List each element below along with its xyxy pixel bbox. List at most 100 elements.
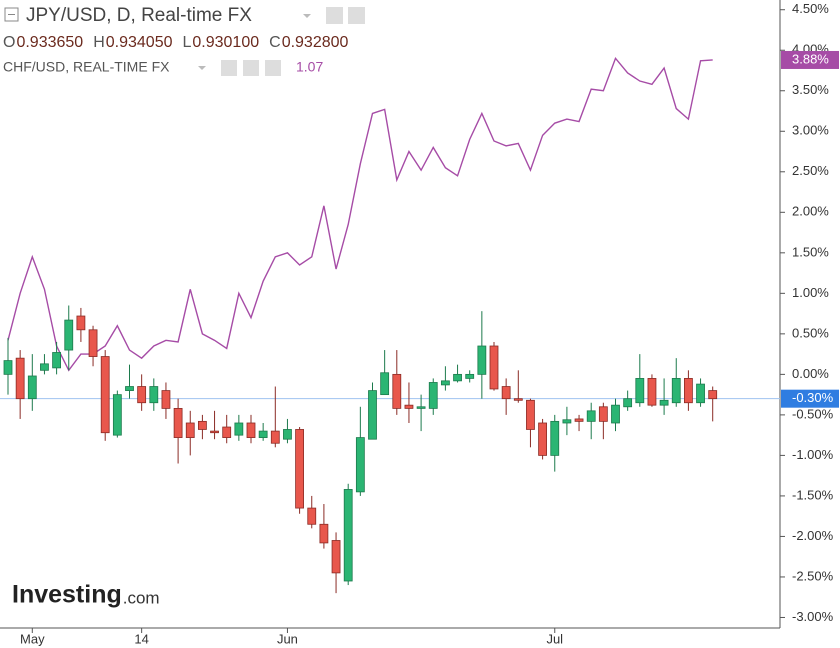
candle-body [88, 329, 98, 357]
candle-body [15, 357, 25, 400]
candle-body [404, 404, 414, 409]
candle-body [319, 523, 329, 544]
candle-body [283, 429, 292, 440]
badge-box [781, 50, 839, 69]
settings-icon[interactable] [221, 60, 237, 76]
badge-label: 3.88% [792, 51, 829, 66]
logo: Investing .com [12, 581, 160, 609]
candle-body [246, 422, 256, 438]
candle-body [173, 408, 183, 438]
candle-body [647, 378, 657, 406]
candle-body [671, 378, 681, 404]
candle-body [210, 430, 219, 434]
candle-body [696, 383, 705, 404]
settings-icon[interactable] [348, 7, 365, 24]
y-tick-label: -2.00% [792, 528, 834, 543]
candle-body [270, 430, 280, 444]
candle-body [440, 380, 450, 386]
y-tick-label: -1.00% [792, 447, 834, 462]
candle-body [64, 319, 74, 351]
overlay-line [7, 56, 713, 372]
candle-body [684, 378, 693, 404]
y-tick-label: 1.00% [792, 285, 829, 300]
overlay-name: CHF/USD, REAL-TIME FX [3, 59, 170, 75]
candle-body [125, 386, 134, 391]
ohlc-value: 0.932800 [282, 34, 349, 51]
y-tick-label: -2.50% [792, 568, 834, 583]
candle-body [562, 419, 572, 424]
candle-body [526, 399, 535, 430]
logo-brand: Investing [12, 581, 122, 609]
candle-body [185, 422, 195, 438]
header: JPY/USD, D, Real-time FX O 0.933650 H 0.934… [3, 5, 365, 76]
candle-body [574, 418, 584, 422]
candle-body [380, 372, 390, 396]
candle-body [331, 540, 341, 574]
candle-body [161, 390, 171, 409]
candle-body [27, 375, 37, 400]
ohlc-row: O 0.933650 H 0.934050 L 0.930100 C 0.932800 [3, 34, 349, 51]
last-price-badge: -0.30% [781, 389, 839, 408]
candle-body [611, 404, 620, 424]
candle-body [3, 360, 13, 375]
candle-body [428, 382, 438, 409]
x-tick-label: 14 [134, 631, 148, 646]
candle-body [513, 398, 523, 401]
ohlc-key: L [182, 34, 191, 51]
y-tick-label: -1.50% [792, 487, 834, 502]
dropdown-icon[interactable] [303, 14, 311, 18]
ohlc-key: H [93, 34, 105, 51]
candle-body [623, 398, 633, 408]
candle-body [307, 507, 317, 525]
close-icon[interactable] [265, 60, 281, 76]
candle-body [659, 399, 669, 406]
x-tick-label: Jun [277, 631, 298, 646]
candle-body [477, 345, 487, 375]
candle-body [137, 386, 147, 404]
settings-icon[interactable] [326, 7, 343, 24]
ohlc-value: 0.934050 [106, 34, 173, 51]
candle-body [586, 410, 596, 422]
ohlc-key: O [3, 34, 15, 51]
candle-body [258, 430, 268, 438]
candle-body [465, 373, 475, 379]
ohlc-value: 0.933650 [16, 34, 83, 51]
candle-body [489, 345, 499, 390]
y-tick-label: 3.50% [792, 82, 829, 97]
y-tick-label: 0.00% [792, 366, 829, 381]
y-tick-label: 4.50% [792, 1, 829, 16]
y-tick-label: -3.00% [792, 609, 834, 624]
candle-body [538, 422, 547, 456]
overlay-value: 1.07 [296, 59, 323, 75]
ohlc-value: 0.930100 [192, 34, 259, 51]
candle-body [197, 420, 207, 430]
y-tick-label: -0.50% [792, 406, 834, 421]
candle-body [234, 422, 244, 436]
x-tick-label: May [20, 631, 45, 646]
y-tick-label: 0.50% [792, 325, 829, 340]
candle-body [343, 489, 353, 582]
ohlc-key: C [269, 34, 281, 51]
candle-body [40, 363, 49, 371]
x-tick-label: Jul [546, 631, 563, 646]
settings-icon[interactable] [243, 60, 259, 76]
candle-body [392, 373, 402, 409]
candle-body [550, 420, 560, 456]
candle-body [453, 373, 462, 382]
candle-body [598, 406, 608, 422]
candle-body [52, 352, 61, 369]
candle-body [708, 390, 718, 400]
candle-body [76, 315, 86, 331]
candle-body [100, 356, 110, 434]
y-tick-label: 2.00% [792, 204, 829, 219]
candle-body [501, 386, 511, 400]
candle-body [635, 378, 645, 404]
badge-label: -0.30% [792, 390, 834, 405]
logo-suffix: .com [123, 588, 160, 607]
chart-title: JPY/USD, D, Real-time FX [26, 5, 252, 26]
collapse-icon[interactable] [4, 7, 19, 22]
candle-body [368, 390, 377, 440]
dropdown-icon[interactable] [198, 66, 206, 70]
